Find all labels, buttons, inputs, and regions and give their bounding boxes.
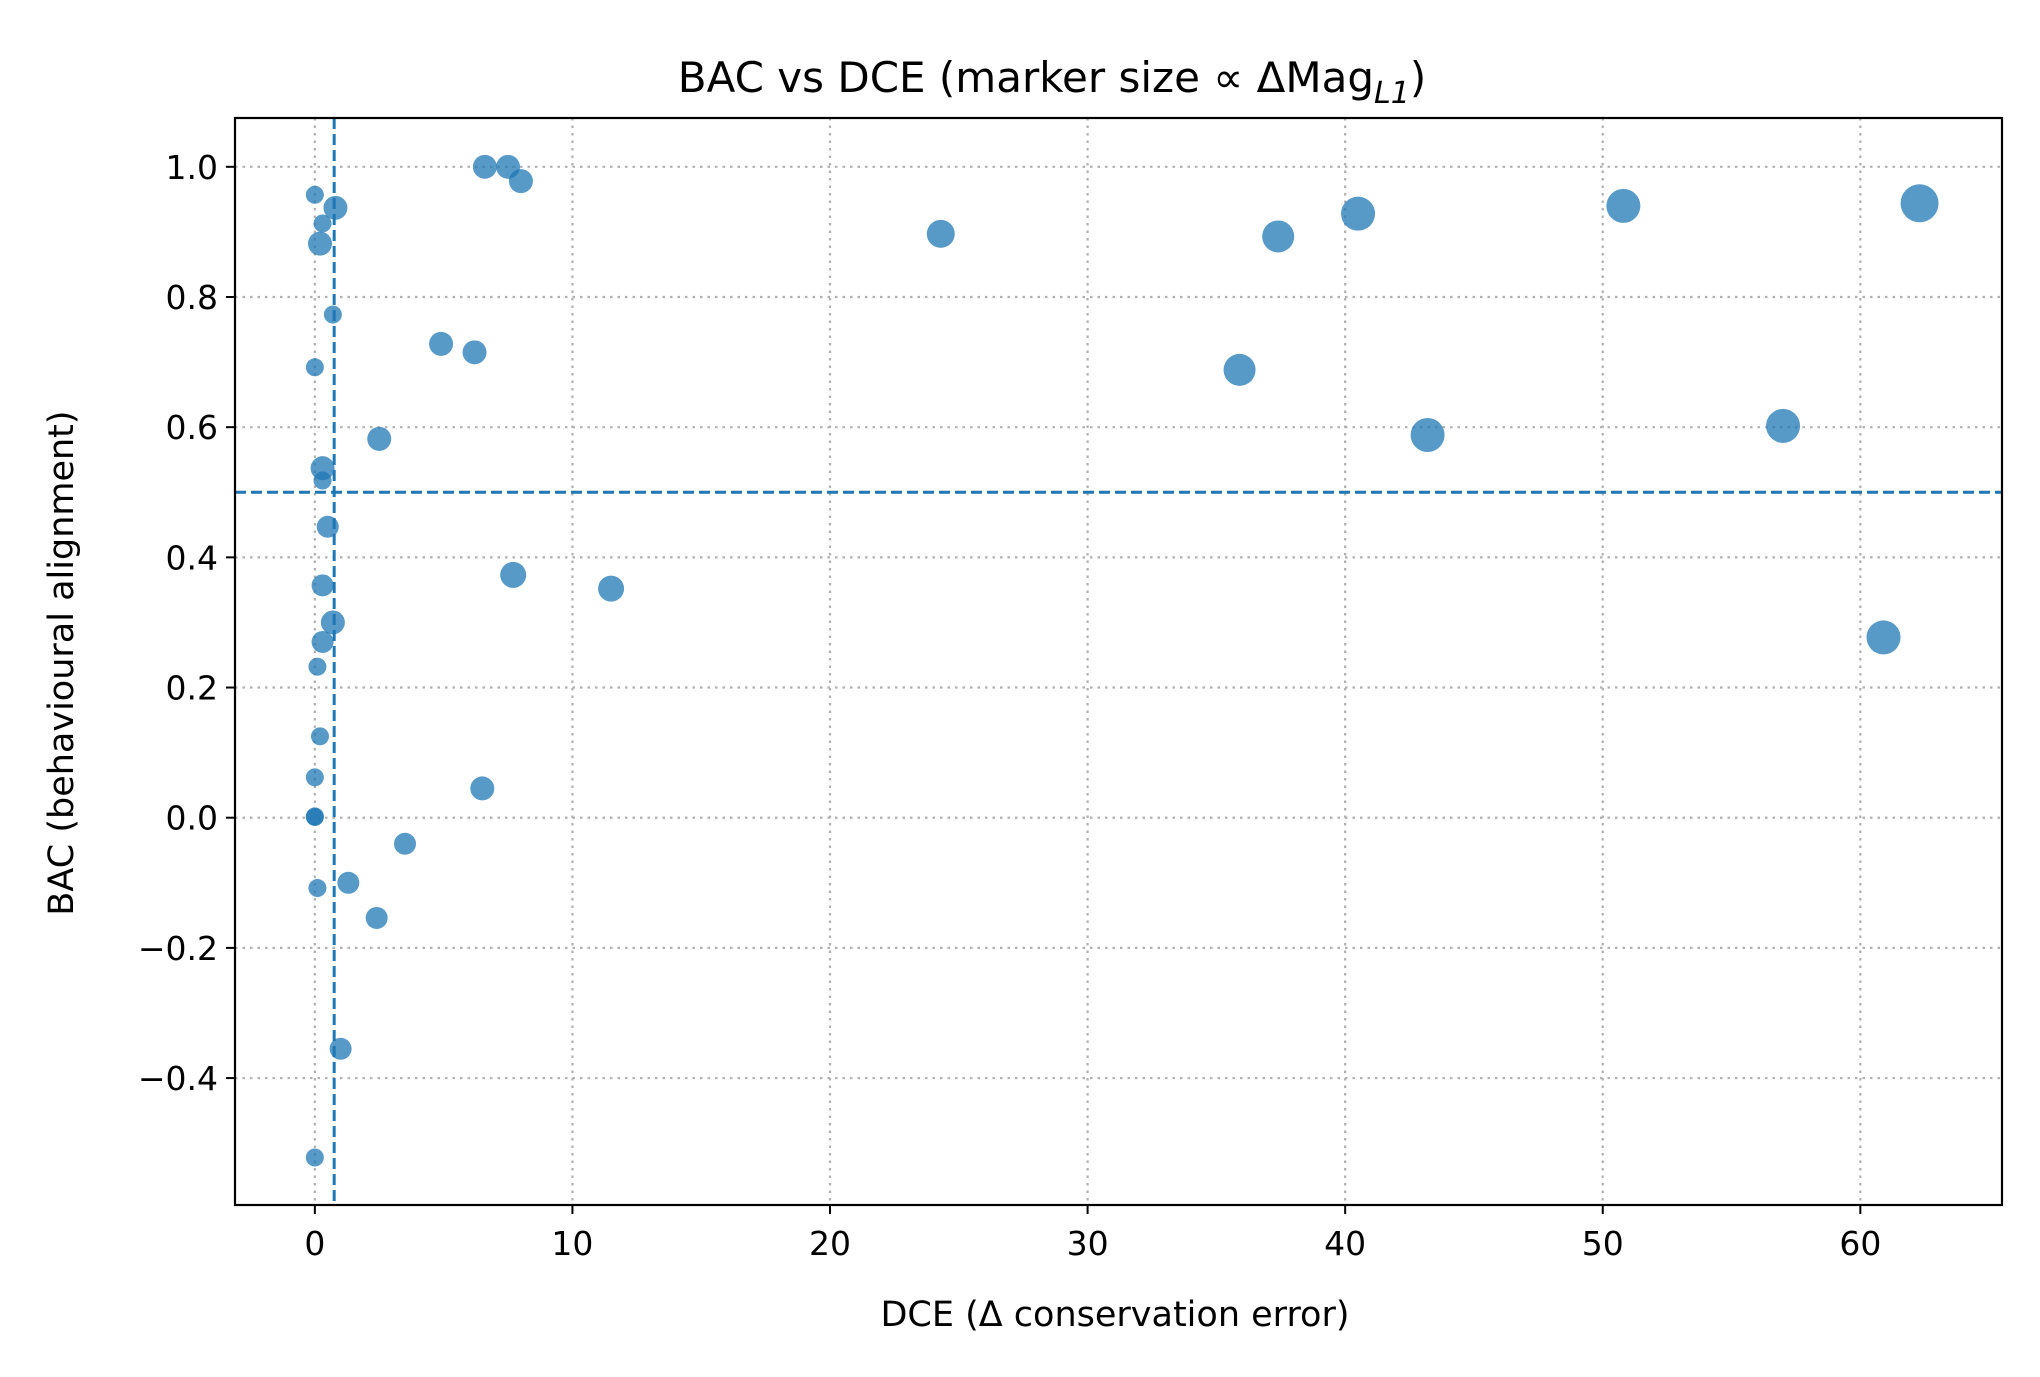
data-point (305, 768, 324, 787)
y-axis-label: BAC (behavioural alignment) (42, 410, 82, 915)
data-point (1606, 188, 1641, 223)
data-point (313, 471, 332, 490)
chart-title: BAC vs DCE (marker size ∝ ΔMagL1) (678, 53, 1426, 111)
data-point (1410, 417, 1445, 452)
data-point (311, 630, 334, 653)
y-tick-label: 1.0 (166, 148, 218, 187)
x-tick-label: 60 (1839, 1224, 1881, 1263)
y-axis-ticks: −0.4 −0.2 0.0 0.2 0.4 0.6 0.8 1.0 (138, 148, 235, 1098)
data-point (311, 574, 334, 597)
y-tick-label: 0.4 (166, 538, 218, 577)
data-point (305, 185, 324, 204)
chart-title-close: ) (1410, 53, 1426, 102)
x-tick-label: 50 (1582, 1224, 1624, 1263)
data-point (329, 1037, 352, 1060)
data-point (305, 1148, 324, 1167)
data-point (1262, 220, 1295, 253)
data-point (323, 195, 348, 220)
data-point (926, 219, 955, 248)
y-tick-label: −0.4 (138, 1059, 218, 1098)
data-point (337, 871, 360, 894)
data-point (313, 214, 332, 233)
data-point (305, 358, 324, 377)
chart-title-main: BAC vs DCE (marker size ∝ ΔMag (678, 53, 1374, 102)
data-point (1900, 184, 1939, 223)
data-point (308, 879, 327, 898)
data-point (305, 808, 324, 827)
x-axis-ticks: 0 10 20 30 40 50 60 (304, 1205, 1881, 1263)
y-tick-label: 0.2 (166, 669, 218, 708)
data-point (308, 657, 327, 676)
x-tick-label: 0 (304, 1224, 325, 1263)
data-point (394, 832, 417, 855)
data-point (316, 515, 339, 538)
data-point (472, 154, 497, 179)
data-point (365, 906, 388, 929)
data-point (308, 231, 333, 256)
reference-lines (235, 118, 2002, 1205)
y-tick-label: −0.2 (138, 929, 218, 968)
data-point (470, 776, 495, 801)
x-tick-label: 30 (1067, 1224, 1109, 1263)
data-point (1866, 620, 1901, 655)
y-tick-label: 0.8 (166, 278, 218, 317)
data-point (598, 575, 625, 602)
y-tick-label: 0.0 (166, 799, 218, 838)
y-tick-label: 0.6 (166, 408, 218, 447)
data-point (311, 727, 330, 746)
x-tick-label: 10 (551, 1224, 593, 1263)
data-points (305, 154, 1939, 1167)
data-point (462, 340, 487, 365)
grid (235, 118, 2002, 1205)
data-point (500, 561, 527, 588)
data-point (367, 426, 392, 451)
data-point (323, 305, 342, 324)
data-point (1341, 196, 1376, 231)
data-point (429, 331, 454, 356)
x-axis-label: DCE (Δ conservation error) (880, 1295, 1349, 1335)
x-tick-label: 20 (809, 1224, 851, 1263)
data-point (508, 169, 533, 194)
x-tick-label: 40 (1324, 1224, 1366, 1263)
data-point (1766, 408, 1801, 443)
data-point (320, 610, 345, 635)
plot-frame (233, 116, 2004, 1207)
data-point (1223, 353, 1256, 386)
chart-title-subscript: L1 (1374, 76, 1410, 111)
